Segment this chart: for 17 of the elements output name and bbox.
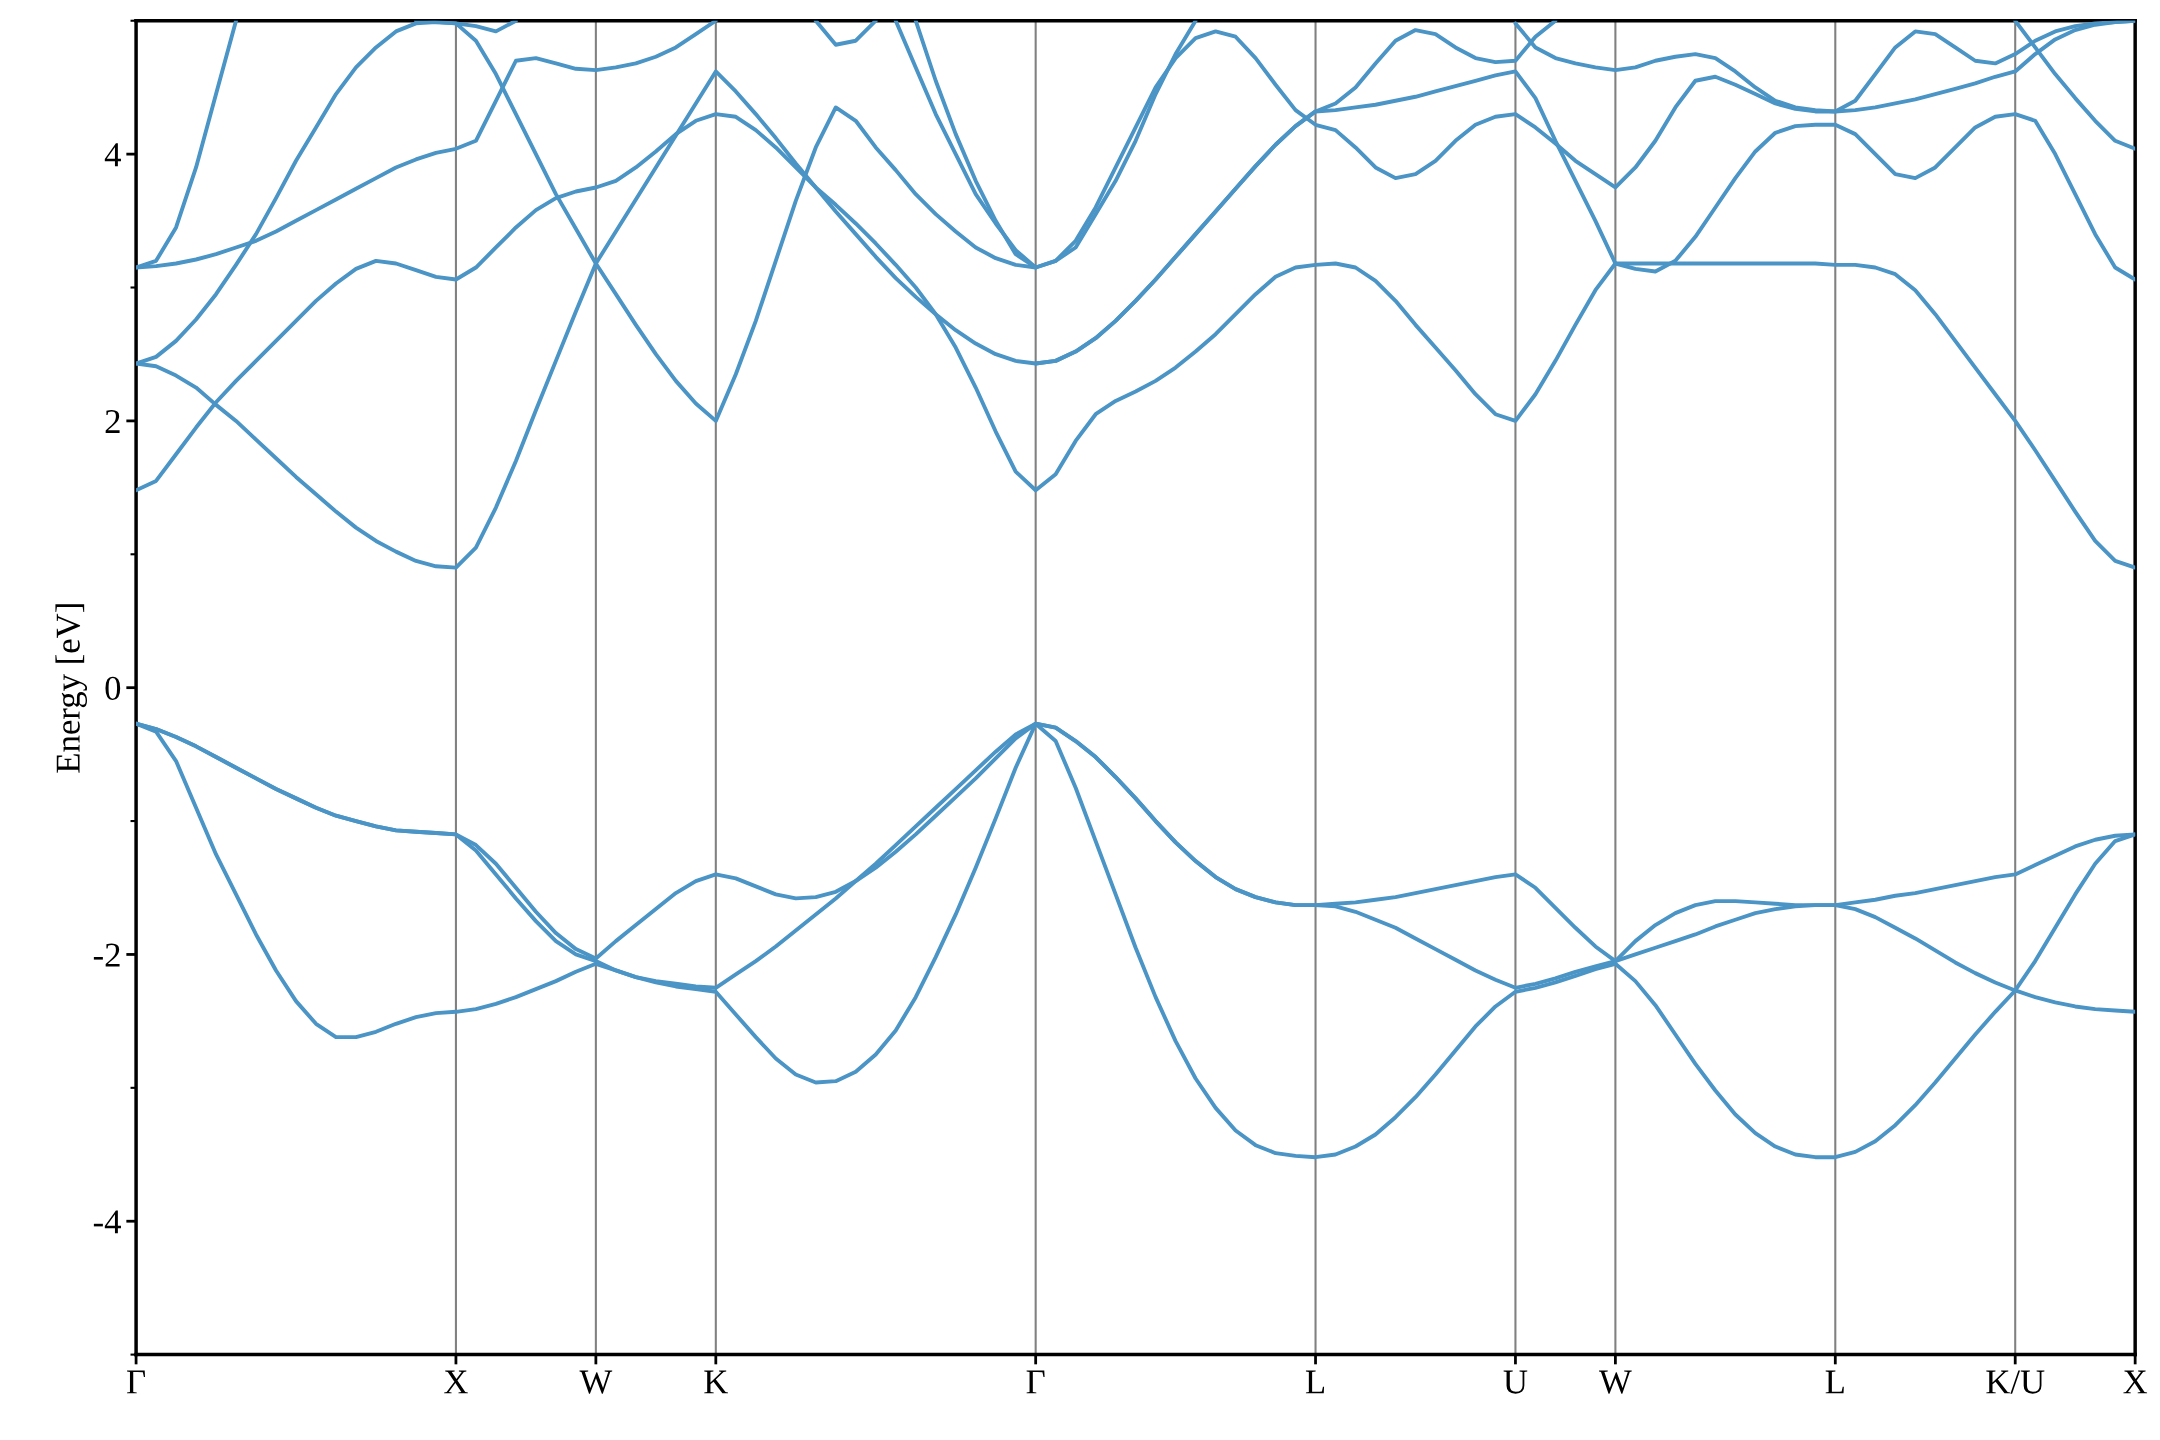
y-tick-label: -4	[93, 1210, 121, 1234]
y-tick-label: 4	[104, 143, 121, 167]
x-tick-label: L	[1305, 1370, 1325, 1394]
x-tick-label: W	[1599, 1370, 1632, 1394]
x-tick-label: K/U	[1986, 1370, 2045, 1394]
y-tick-label: 0	[105, 676, 121, 701]
x-tick-label: X	[444, 1370, 468, 1394]
x-tick-label: W	[579, 1370, 613, 1394]
y-axis-title: Energy [eV]	[55, 604, 88, 773]
x-tick-label: K	[704, 1370, 728, 1394]
x-tick-label: L	[1825, 1370, 1844, 1394]
y-tick-label: 2	[105, 409, 120, 433]
x-tick-label: Γ	[127, 1370, 145, 1394]
x-tick-label: X	[2123, 1370, 2148, 1394]
x-tick-label: U	[1503, 1370, 1528, 1394]
y-tick-label: -2	[93, 943, 120, 967]
x-tick-label: Γ	[1026, 1370, 1045, 1394]
